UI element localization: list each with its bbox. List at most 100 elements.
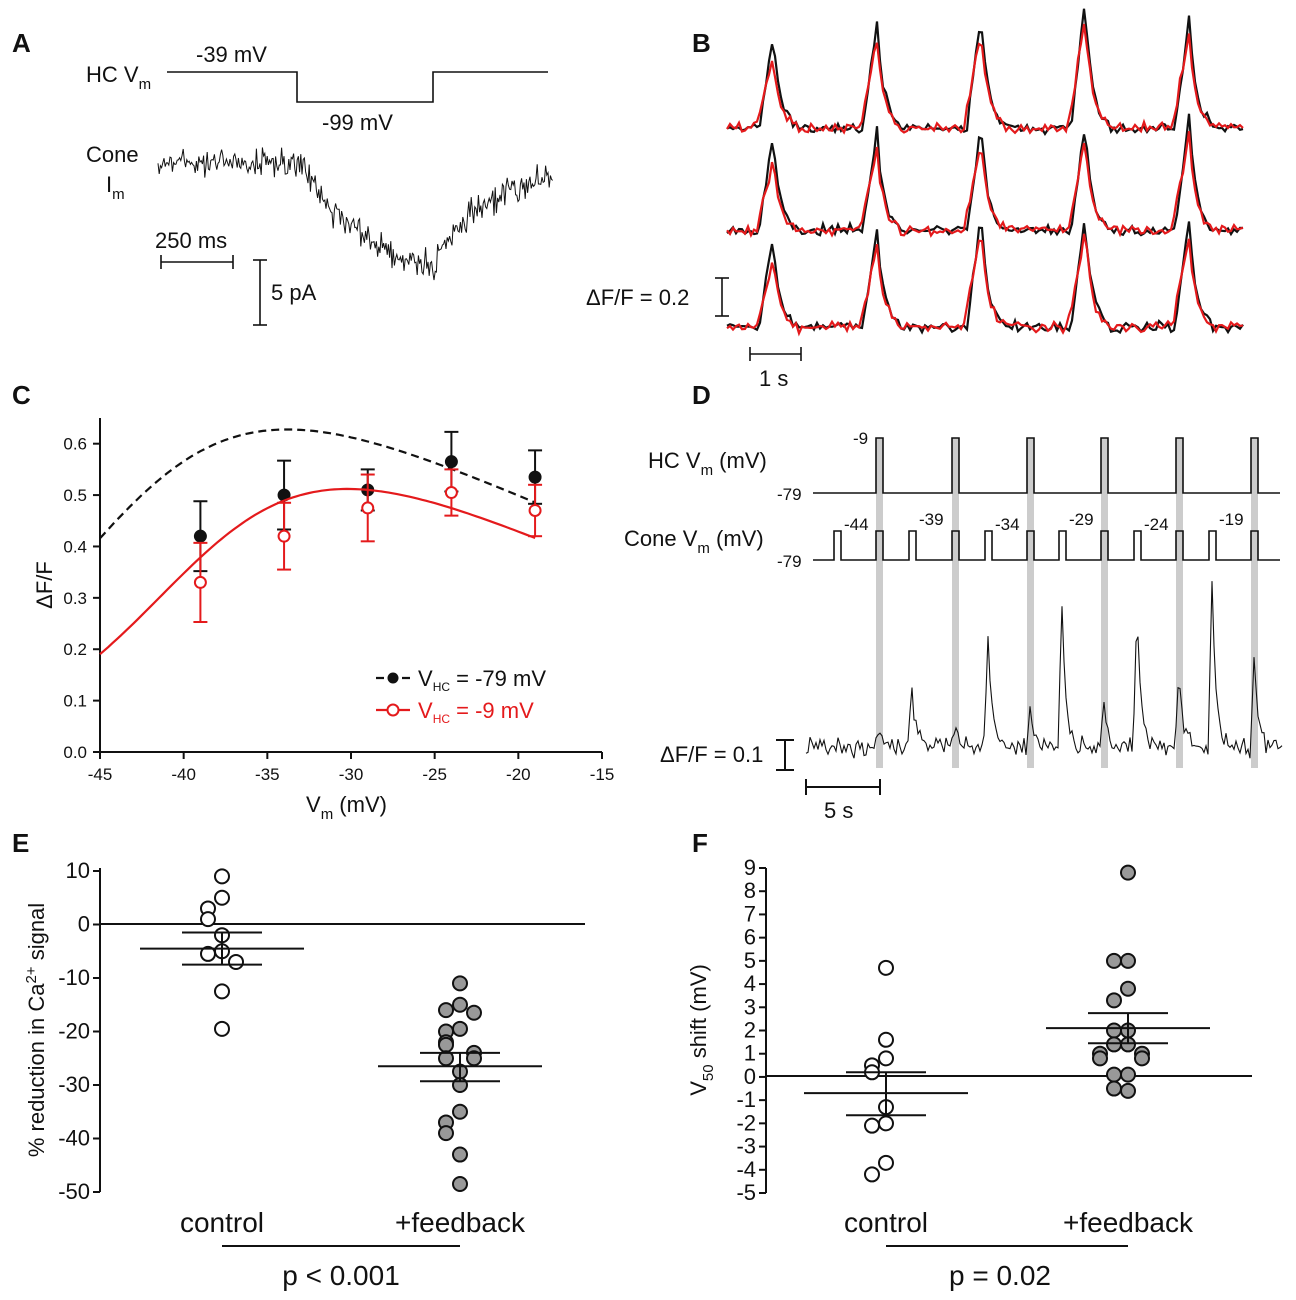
y-tick-label-c-2: 0.2 bbox=[63, 640, 87, 659]
legend-marker-feedback bbox=[386, 703, 400, 717]
panel-c: C -45 -40 -35 -30 -25 -20 -15 0.0 0.1 0.2 0.3 0.4 0.… bbox=[12, 380, 614, 823]
data-point-0-4 bbox=[528, 470, 542, 484]
x-tick-label-c-4: -25 bbox=[422, 765, 447, 784]
highlight-0 bbox=[876, 438, 883, 768]
e-point-1-16 bbox=[452, 1146, 468, 1163]
e-point-1-2 bbox=[438, 1002, 454, 1019]
df-scale-label-d: ΔF/F = 0.1 bbox=[660, 742, 763, 767]
e-y-tick-label-5: -40 bbox=[58, 1126, 90, 1151]
f-y-tick-label-10: -1 bbox=[736, 1087, 756, 1112]
e-y-tick-label-0: 10 bbox=[66, 858, 90, 883]
e-point-0-6 bbox=[200, 945, 216, 962]
f-point-1-14 bbox=[1106, 1066, 1122, 1083]
legend-marker-control bbox=[387, 672, 399, 684]
f-y-tick-label-14: -5 bbox=[736, 1180, 756, 1205]
cone-voltage-protocol-d bbox=[813, 530, 1280, 561]
f-point-1-11 bbox=[1134, 1050, 1150, 1067]
hc-vm-label-d: HC Vm (mV) bbox=[648, 448, 767, 479]
panel-b: B ΔF/F = 0.2 1 s bbox=[586, 8, 1244, 391]
e-point-0-0 bbox=[214, 868, 230, 885]
plot-area-e bbox=[140, 868, 542, 1192]
x-tick-label-c-3: -30 bbox=[339, 765, 364, 784]
e-point-1-4 bbox=[452, 1020, 468, 1037]
time-scale-label-d: 5 s bbox=[824, 798, 853, 823]
f-y-tick-label-0: 9 bbox=[744, 855, 756, 880]
y-tick-label-c-6: 0.6 bbox=[63, 435, 87, 454]
e-point-0-9 bbox=[214, 1020, 230, 1037]
hc-voltage-protocol bbox=[167, 71, 548, 103]
x-tick-label-c-2: -35 bbox=[255, 765, 280, 784]
f-point-1-15 bbox=[1120, 1082, 1136, 1099]
cone-im-sub-label: Im bbox=[106, 172, 125, 203]
x-axis-label-c: Vm (mV) bbox=[306, 792, 387, 823]
x-tick-label-c-1: -40 bbox=[171, 765, 196, 784]
panel-label-d: D bbox=[692, 380, 711, 410]
data-point-1-4 bbox=[528, 503, 542, 517]
legend-c: VHC = -79 mV VHC = -9 mV bbox=[376, 666, 546, 726]
e-y-tick-label-2: -10 bbox=[58, 965, 90, 990]
data-point-1-0 bbox=[193, 575, 207, 589]
trace-feedback-row-1 bbox=[726, 23, 1244, 135]
f-y-tick-label-7: 2 bbox=[744, 1018, 756, 1043]
f-point-0-0 bbox=[878, 959, 894, 976]
hc-rest-level-label: -79 bbox=[777, 485, 802, 504]
e-point-1-13 bbox=[452, 1103, 468, 1120]
f-point-1-3 bbox=[1120, 980, 1136, 997]
y-tick-label-c-3: 0.3 bbox=[63, 589, 87, 608]
current-scale-label: 5 pA bbox=[271, 280, 317, 305]
data-point-1-3 bbox=[444, 486, 458, 500]
f-point-0-6 bbox=[878, 1115, 894, 1132]
f-y-tick-label-9: 0 bbox=[744, 1064, 756, 1089]
axis-ticks-e: 10 0 -10 -20 -30 -40 -50 bbox=[58, 858, 100, 1204]
e-y-tick-label-1: 0 bbox=[78, 912, 90, 937]
legend-label-feedback: VHC = -9 mV bbox=[418, 698, 534, 726]
y-axis-label-c: ΔF/F bbox=[32, 561, 57, 609]
data-point-0-3 bbox=[444, 455, 458, 469]
y-tick-label-c-4: 0.4 bbox=[63, 537, 87, 556]
panel-label-f: F bbox=[692, 828, 708, 858]
calcium-traces bbox=[726, 8, 1244, 337]
cone-step-labels: -44 -39 -34 -29 -24 -19 bbox=[844, 510, 1244, 534]
e-y-tick-label-3: -20 bbox=[58, 1019, 90, 1044]
f-y-tick-label-8: 1 bbox=[744, 1041, 756, 1066]
f-y-tick-label-2: 7 bbox=[744, 901, 756, 926]
f-y-tick-label-5: 4 bbox=[744, 971, 756, 996]
p-value-e: p < 0.001 bbox=[282, 1260, 400, 1291]
plot-area-f bbox=[804, 864, 1210, 1183]
feedback-highlights bbox=[876, 438, 1258, 768]
highlight-1 bbox=[952, 438, 959, 768]
fit-curve-0 bbox=[99, 428, 536, 540]
highlight-3 bbox=[1101, 438, 1108, 768]
panel-label-b: B bbox=[692, 28, 711, 58]
panel-d: D HC Vm (mV) -79 -9 Cone Vm (mV) -79 -44… bbox=[624, 380, 1283, 823]
panel-label-a: A bbox=[12, 28, 31, 58]
y-tick-label-c-0: 0.0 bbox=[63, 743, 87, 762]
panel-e: E 10 0 -10 -20 -30 -40 -50 % reduction in Ca2+… bbox=[12, 828, 585, 1291]
cone-current-trace bbox=[157, 147, 554, 281]
data-point-1-2 bbox=[361, 501, 375, 515]
f-y-tick-label-6: 3 bbox=[744, 994, 756, 1019]
plot-area-c bbox=[99, 428, 543, 656]
axis-ticks-c: -45 -40 -35 -30 -25 -20 -15 0.0 0.1 0.2 0.3 0.4 0.5 0… bbox=[63, 435, 614, 784]
data-point-0-0 bbox=[193, 529, 207, 543]
df-scale-label: ΔF/F = 0.2 bbox=[586, 285, 689, 310]
e-point-1-17 bbox=[452, 1175, 468, 1192]
fit-curve-1 bbox=[99, 487, 536, 656]
f-y-tick-label-11: -2 bbox=[736, 1110, 756, 1135]
f-point-1-6 bbox=[1106, 1022, 1122, 1039]
f-point-0-2 bbox=[878, 1050, 894, 1067]
f-point-1-2 bbox=[1106, 952, 1122, 969]
cone-step-label-2: -34 bbox=[995, 515, 1020, 534]
time-scale-label: 250 ms bbox=[155, 228, 227, 253]
hc-step-level-label: -9 bbox=[853, 429, 868, 448]
f-y-tick-label-4: 5 bbox=[744, 948, 756, 973]
e-point-1-15 bbox=[438, 1125, 454, 1142]
e-point-0-7 bbox=[228, 953, 244, 970]
y-tick-label-c-5: 0.5 bbox=[63, 486, 87, 505]
f-point-0-1 bbox=[878, 1031, 894, 1048]
e-point-1-10 bbox=[466, 1050, 482, 1067]
x-tick-label-c-6: -15 bbox=[590, 765, 615, 784]
